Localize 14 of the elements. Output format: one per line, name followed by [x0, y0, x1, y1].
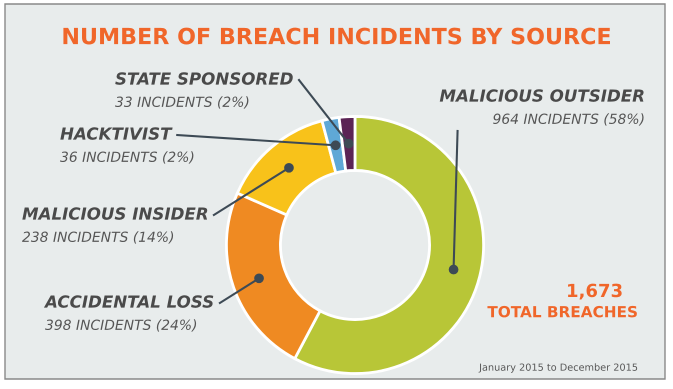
data-label: 238 INCIDENTS (14%) [22, 231, 174, 244]
text: January 2015 to December 2015 [478, 363, 638, 373]
text: 1,673 [568, 284, 622, 300]
data-label: 33 INCIDENTS (2%) [115, 96, 248, 109]
chart-title: NUMBER OF BREACH INCIDENTS BY SOURCE [63, 28, 610, 44]
slice-label: MALICIOUS INSIDER [22, 207, 208, 220]
slice-label: HACKTIVIST [60, 127, 173, 140]
data-label: 36 INCIDENTS (2%) [60, 151, 194, 164]
data-label: 398 INCIDENTS (24%) [45, 319, 196, 332]
slice-label: ACCIDENTAL LOSS [44, 295, 214, 308]
slice-label: STATE SPONSORED [115, 72, 293, 85]
data-label: 964 INCIDENTS (58%) [493, 113, 644, 126]
slice-label: MALICIOUS OUTSIDER [440, 89, 644, 102]
text: TOTAL BREACHES [487, 306, 637, 318]
